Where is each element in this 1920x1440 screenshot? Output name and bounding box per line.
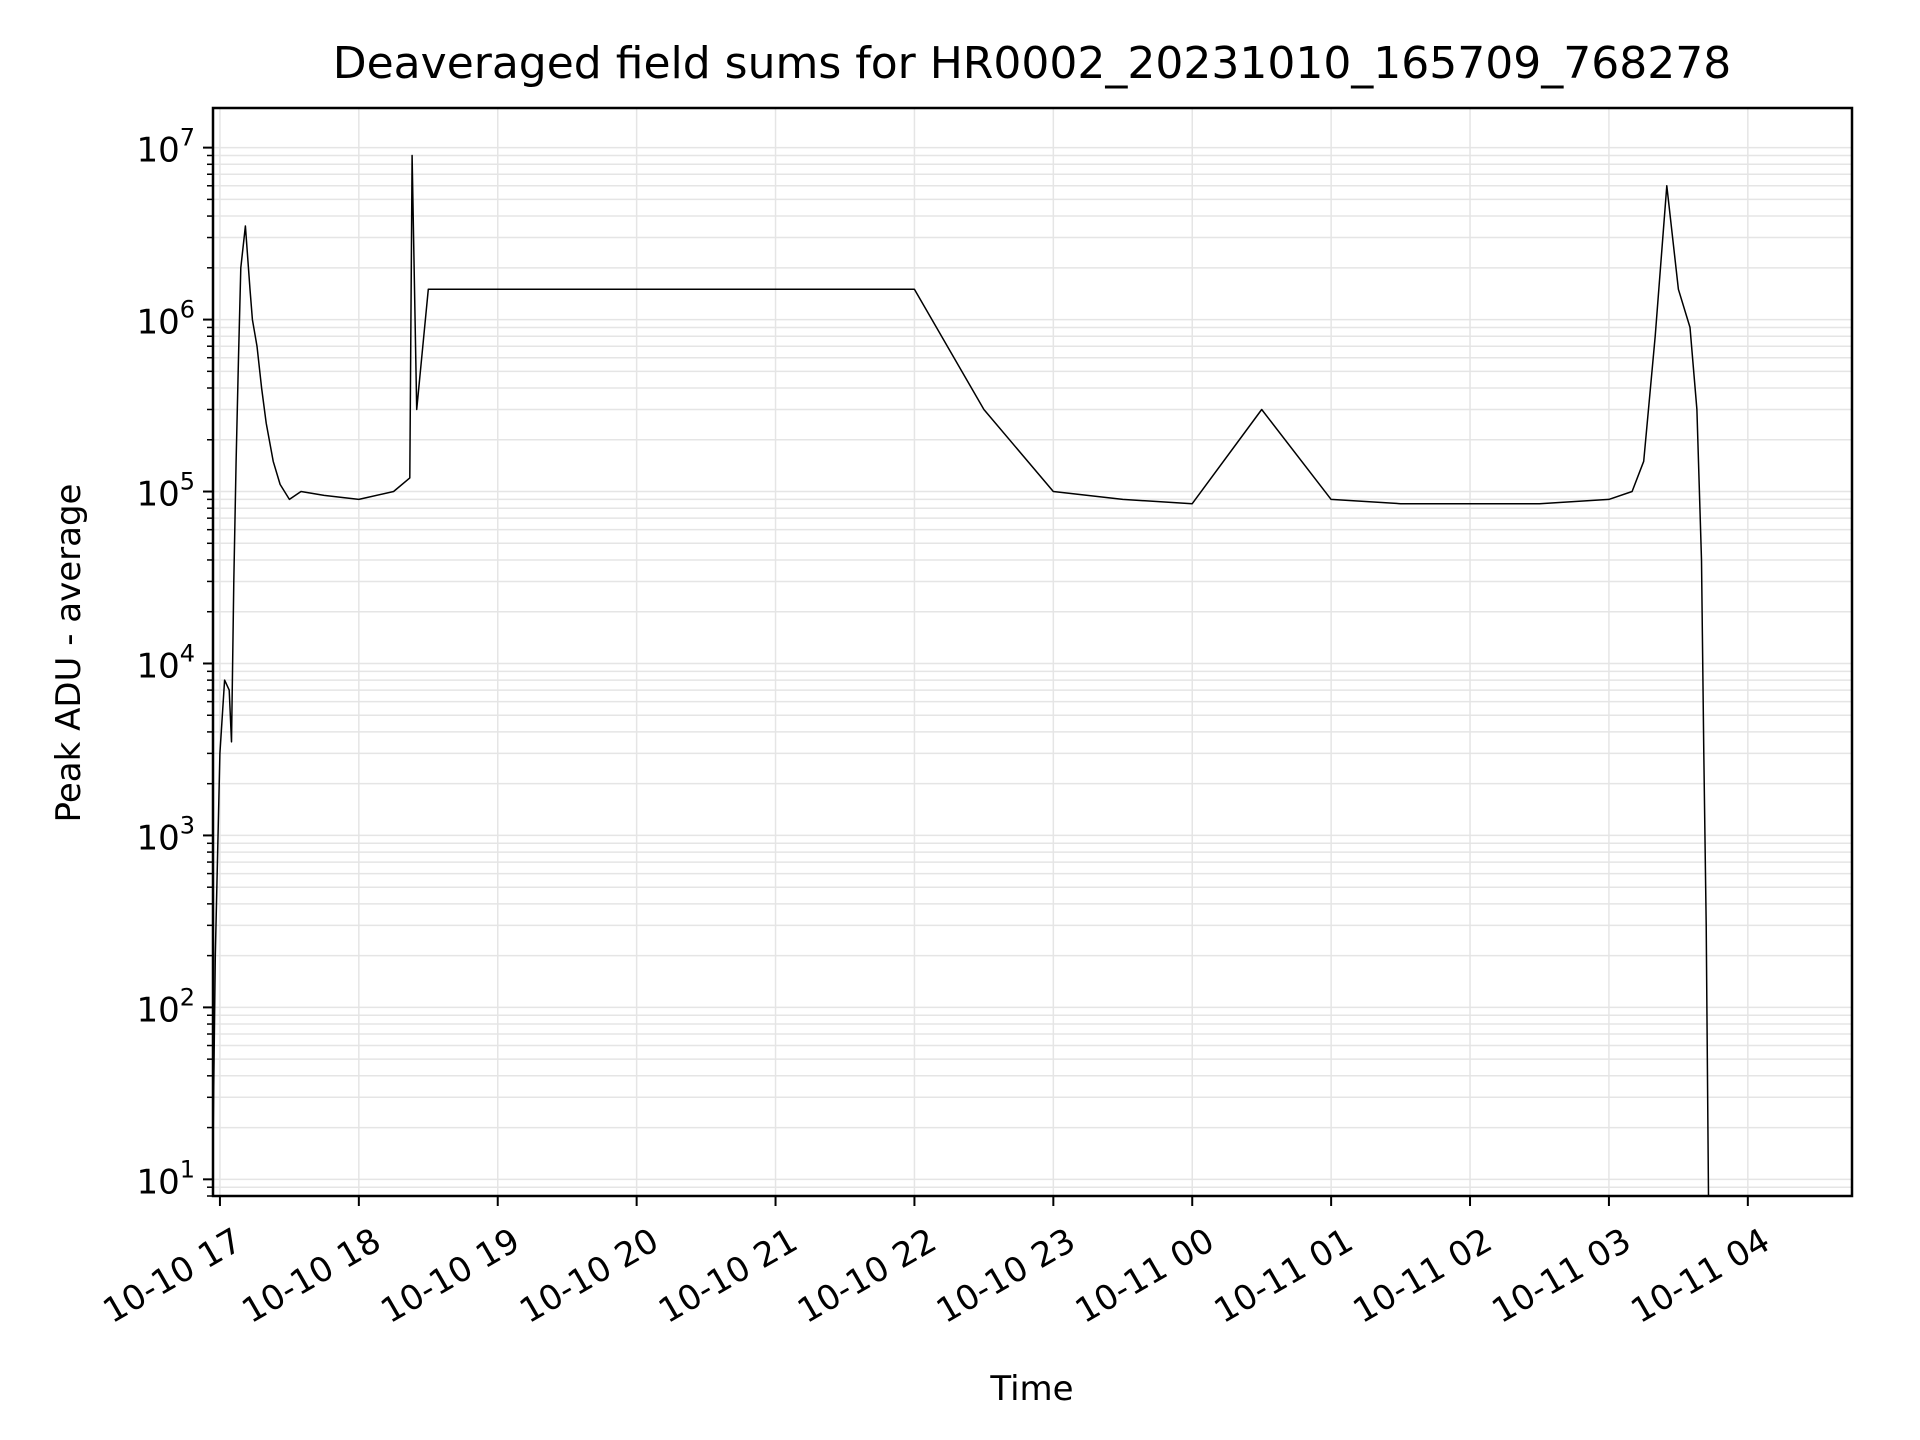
x-tick-label: 10-10 21	[652, 1221, 804, 1332]
y-tick-label: 104	[136, 639, 195, 686]
plot-frame	[211, 106, 1854, 1198]
y-tick-label: 107	[136, 124, 195, 171]
x-tick-label: 10-10 20	[513, 1221, 665, 1332]
x-axis-label: Time	[989, 1369, 1073, 1409]
x-tick-label: 10-10 19	[374, 1221, 526, 1332]
series-line	[212, 154, 1710, 1197]
x-tick-label: 10-10 23	[930, 1221, 1082, 1332]
y-tick-label: 102	[136, 983, 195, 1030]
x-tick-label: 10-11 00	[1069, 1221, 1221, 1332]
y-tick-label: 105	[136, 468, 195, 515]
x-tick-label: 10-10 22	[791, 1221, 943, 1332]
y-tick-label: 106	[136, 296, 195, 343]
y-axis-label: Peak ADU - average	[49, 484, 89, 823]
series-layer	[212, 154, 1710, 1197]
x-tick-label: 10-10 17	[96, 1221, 248, 1332]
grid-layer	[213, 108, 1852, 1197]
x-tick-label: 10-10 18	[235, 1221, 387, 1332]
y-tick-label: 101	[136, 1155, 195, 1202]
x-tick-label: 10-11 01	[1208, 1221, 1360, 1332]
x-tick-label: 10-11 02	[1347, 1221, 1499, 1332]
x-tick-label: 10-11 04	[1624, 1221, 1776, 1332]
y-tick-label: 103	[136, 811, 195, 858]
x-tick-label: 10-11 03	[1485, 1221, 1637, 1332]
chart-title: Deaveraged field sums for HR0002_2023101…	[333, 38, 1732, 89]
